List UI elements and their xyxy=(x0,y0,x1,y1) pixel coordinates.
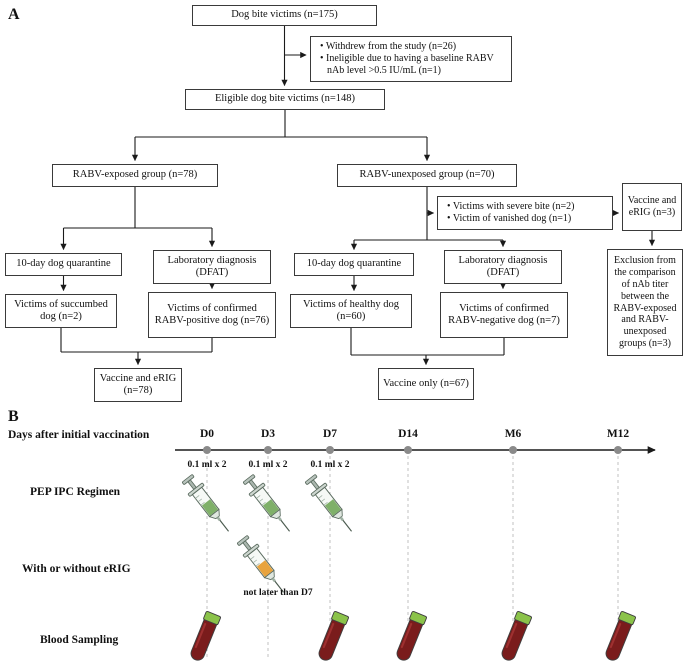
flow-box-healthy-dog: Victims of healthy dog (n=60) xyxy=(290,294,412,328)
row-label-pep-regimen: PEP IPC Regimen xyxy=(30,486,121,498)
timepoint-d14: D14 xyxy=(398,428,418,440)
dose-label-d3: 0.1 ml x 2 xyxy=(248,460,288,470)
timepoint-d3: D3 xyxy=(260,428,276,440)
timeline-dot-d7 xyxy=(326,446,334,454)
flow-box-rabv-exposed: RABV-exposed group (n=78) xyxy=(52,164,218,187)
flow-box-dog-bite-victims: Dog bite victims (n=175) xyxy=(192,5,377,26)
row-label-blood-sampling: Blood Sampling xyxy=(40,634,119,646)
panel-b-label: B xyxy=(8,408,19,425)
timeline-dot-m6 xyxy=(509,446,517,454)
flow-box-eligible: Eligible dog bite victims (n=148) xyxy=(185,89,385,110)
dose-label-d7: 0.1 ml x 2 xyxy=(310,460,350,470)
timepoint-d7: D7 xyxy=(322,428,338,440)
flow-box-severe-bite: • Victims with severe bite (n=2) • Victi… xyxy=(437,196,613,230)
flowchart-connectors xyxy=(60,26,656,366)
timepoint-d0: D0 xyxy=(199,428,215,440)
flow-box-vaccine-erig-78: Vaccine and eRIG (n=78) xyxy=(94,368,182,402)
timeline-axis-label: Days after initial vaccination xyxy=(8,429,150,441)
panel-a-label: A xyxy=(8,6,20,23)
flow-box-quarantine-right: 10-day dog quarantine xyxy=(294,253,414,276)
flow-box-rabv-negative: Victims of confirmed RABV-negative dog (… xyxy=(440,292,568,338)
timepoint-m12: M12 xyxy=(606,428,630,440)
flow-box-rabv-positive: Victims of confirmed RABV-positive dog (… xyxy=(148,292,276,338)
flow-box-exclusion: Exclusion from the comparison of nAb tit… xyxy=(607,249,683,356)
erig-timing-note: not later than D7 xyxy=(243,588,313,598)
flow-box-dfat-left: Laboratory diagnosis (DFAT) xyxy=(153,250,271,284)
timeline-dot-m12 xyxy=(614,446,622,454)
flow-box-quarantine-left: 10-day dog quarantine xyxy=(5,253,122,276)
timepoint-m6: M6 xyxy=(504,428,522,440)
timeline-dot-d14 xyxy=(404,446,412,454)
timeline-dot-d3 xyxy=(264,446,272,454)
flow-box-succumbed: Victims of succumbed dog (n=2) xyxy=(5,294,117,328)
withdrawn-item-1: • Withdrew from the study (n=26) xyxy=(320,41,457,53)
flow-box-dfat-right: Laboratory diagnosis (DFAT) xyxy=(444,250,562,284)
withdrawn-item-2: • Ineligible due to having a baseline RA… xyxy=(320,53,494,76)
flow-box-vaccine-erig-3: Vaccine and eRIG (n=3) xyxy=(622,183,682,231)
severe-item-2: • Victim of vanished dog (n=1) xyxy=(447,213,572,224)
severe-item-1: • Victims with severe bite (n=2) xyxy=(447,201,575,213)
flow-box-rabv-unexposed: RABV-unexposed group (n=70) xyxy=(337,164,517,187)
timeline-dot-d0 xyxy=(203,446,211,454)
dose-label-d0: 0.1 ml x 2 xyxy=(187,460,227,470)
flow-box-vaccine-only: Vaccine only (n=67) xyxy=(378,368,474,400)
flow-box-withdrawn: • Withdrew from the study (n=26) • Ineli… xyxy=(310,36,512,82)
row-label-erig: With or without eRIG xyxy=(22,563,131,575)
